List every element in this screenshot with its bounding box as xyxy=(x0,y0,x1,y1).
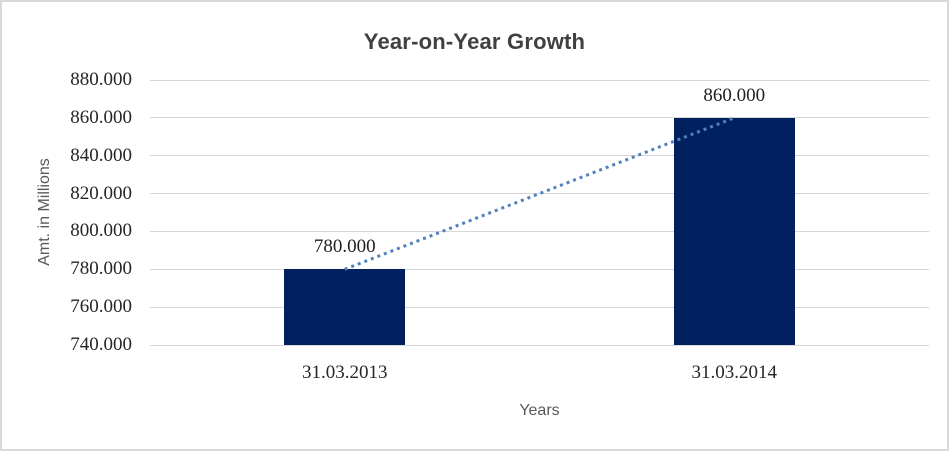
gridline xyxy=(150,344,929,346)
y-tick-label: 760.000 xyxy=(70,296,132,318)
bar xyxy=(284,269,406,345)
y-tick-label: 860.000 xyxy=(70,106,132,128)
gridline xyxy=(150,268,929,270)
y-tick-label: 880.000 xyxy=(70,69,132,90)
bar xyxy=(673,117,795,345)
bar-data-label: 860.000 xyxy=(703,84,766,106)
plot-area: 780.000 860.000 xyxy=(150,79,929,346)
y-tick-label: 740.000 xyxy=(70,334,132,355)
y-tick-label: 840.000 xyxy=(70,144,132,166)
y-axis-tick-labels: 740.000 760.000 780.000 800.000 820.000 840.0… xyxy=(2,69,132,355)
bar-data-label: 780.000 xyxy=(313,236,376,258)
gridline xyxy=(150,117,929,119)
gridline xyxy=(150,230,929,232)
y-tick-label: 780.000 xyxy=(70,258,132,280)
y-tick-label: 820.000 xyxy=(70,182,132,204)
x-axis-category-labels: 31.03.2013 31.03.2014 xyxy=(150,360,929,385)
gridline xyxy=(150,306,929,308)
gridline xyxy=(150,155,929,157)
y-tick-label: 800.000 xyxy=(70,220,132,242)
trendline xyxy=(344,116,735,271)
gridline xyxy=(150,79,929,81)
gridline xyxy=(150,193,929,195)
x-category-label: 31.03.2014 xyxy=(691,362,778,383)
x-category-label: 31.03.2013 xyxy=(302,362,388,383)
x-axis-title: Years xyxy=(519,402,560,419)
chart-title: Year-on-Year Growth xyxy=(363,29,586,54)
